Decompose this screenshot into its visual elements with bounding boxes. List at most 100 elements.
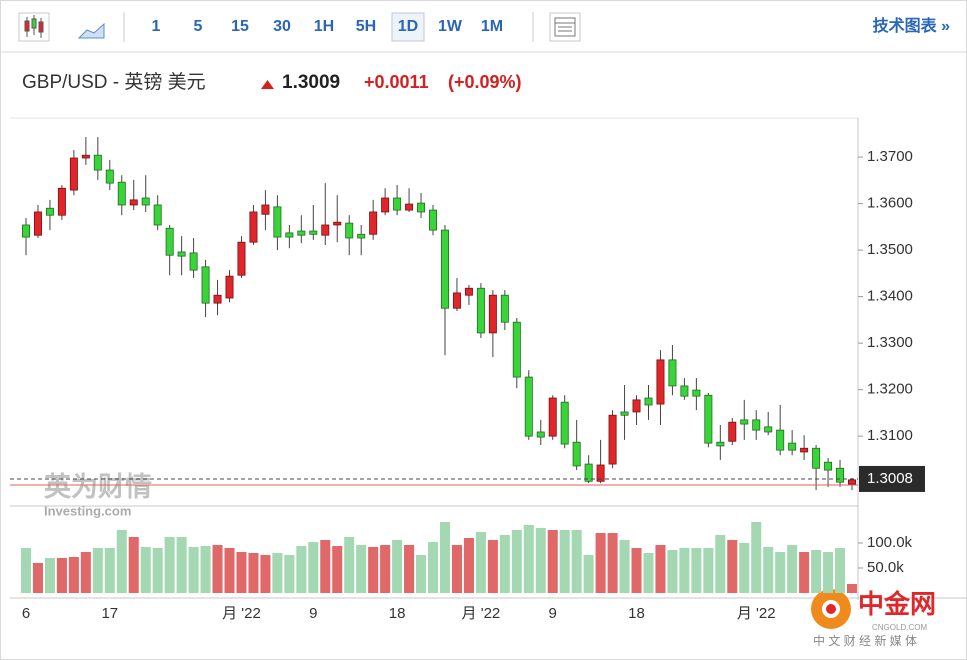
candle-body — [476, 287, 485, 334]
candle-body — [824, 461, 833, 471]
interval-button[interactable]: 1M — [481, 18, 503, 35]
interval-button[interactable]: 30 — [273, 18, 291, 35]
candle-body — [752, 419, 761, 431]
candle-body — [524, 376, 533, 437]
volume-bar — [356, 545, 367, 593]
interval-button[interactable]: 1D — [398, 18, 418, 35]
candle-body — [560, 401, 569, 445]
volume-bar — [835, 548, 846, 593]
technical-chart-link[interactable]: 技术图表 » — [873, 16, 950, 35]
candle-body — [309, 230, 318, 235]
candle-body — [357, 233, 366, 239]
y-tick-label: 1.3700 — [867, 148, 913, 165]
brand-en-watermark: Investing.com — [44, 503, 131, 518]
candle-body — [464, 287, 473, 296]
interval-button[interactable]: 1W — [438, 18, 463, 35]
x-tick-label: 18 — [628, 605, 645, 622]
candle-body — [285, 232, 294, 238]
candle-body — [117, 181, 126, 206]
candle-body — [572, 441, 581, 467]
candle-body — [93, 154, 102, 171]
y2-tick-label: 50.0k — [867, 559, 904, 576]
x-tick-label: 17 — [101, 605, 118, 622]
candle-body — [57, 187, 66, 216]
volume-bar — [152, 548, 163, 593]
volume-bar — [368, 547, 379, 593]
volume-bar — [212, 545, 223, 593]
x-tick-label: 月 '22 — [222, 605, 261, 622]
volume-bar — [547, 530, 558, 593]
candle-icon[interactable] — [18, 12, 50, 42]
interval-button[interactable]: 5H — [356, 18, 376, 35]
volume-bar — [463, 538, 474, 593]
volume-bar — [607, 533, 618, 593]
volume-bar — [487, 540, 498, 593]
volume-bar — [571, 530, 582, 593]
candle-body — [848, 479, 856, 485]
x-tick-label: 18 — [389, 605, 406, 622]
candle-body — [668, 359, 677, 387]
volume-bar — [308, 542, 319, 593]
candle-body — [692, 389, 701, 397]
interval-button[interactable]: 1H — [314, 18, 334, 35]
site-logo — [811, 589, 851, 629]
candle-body — [800, 447, 809, 453]
candle-body — [369, 211, 378, 235]
y-tick-label: 1.3100 — [867, 427, 913, 444]
candle-body — [620, 411, 629, 416]
candle-body — [69, 157, 78, 191]
volume-bar — [667, 550, 678, 593]
layout-icon[interactable] — [549, 12, 581, 42]
candle-body — [488, 294, 497, 334]
candle-body — [608, 414, 617, 465]
candle-body — [548, 397, 557, 437]
volume-bar — [679, 548, 690, 593]
candle-body — [237, 241, 246, 276]
y-tick-label: 1.3300 — [867, 334, 913, 351]
y-tick-label: 1.3500 — [867, 241, 913, 258]
interval-button[interactable]: 1 — [152, 18, 161, 35]
volume-bar — [511, 530, 522, 593]
brand-watermark: 英为财情 — [44, 472, 152, 502]
volume-bar — [427, 542, 439, 593]
price-label: 1.3008 — [867, 470, 913, 487]
candle-body — [45, 207, 54, 216]
y-tick-label: 1.3200 — [867, 381, 913, 398]
volume-bar — [392, 540, 403, 593]
volume-bar — [727, 540, 738, 593]
volume-bar — [32, 563, 43, 593]
volume-bar — [296, 546, 307, 593]
volume-bar — [559, 530, 570, 593]
volume-bar — [751, 522, 762, 593]
candle-body — [405, 203, 414, 211]
candle-body — [33, 211, 42, 236]
symbol: GBP/USD - 英镑 美元 — [22, 71, 206, 93]
candle-body — [22, 224, 30, 238]
volume-bar — [260, 555, 271, 593]
volume-bar — [164, 537, 175, 593]
candle-body — [249, 211, 258, 243]
volume-bar — [68, 557, 79, 593]
volume-bar — [92, 548, 103, 593]
volume-bar — [380, 545, 391, 593]
candle-body — [776, 429, 785, 451]
candle-body — [393, 197, 402, 211]
y-tick-label: 1.3600 — [867, 195, 913, 212]
candle-body — [261, 204, 270, 215]
candle-body — [273, 206, 282, 238]
change-percent: (+0.09%) — [448, 72, 522, 92]
interval-button[interactable]: 5 — [194, 18, 203, 35]
interval-button[interactable]: 15 — [231, 18, 249, 35]
volume-bar — [236, 552, 247, 593]
area-icon[interactable] — [77, 22, 105, 39]
candle-body — [105, 169, 114, 184]
volume-bar — [248, 553, 259, 593]
last-price: 1.3009 — [282, 72, 340, 93]
candle-body — [584, 463, 593, 482]
volume-bar — [595, 533, 606, 593]
x-tick-label: 月 '22 — [737, 605, 776, 622]
candle-body — [512, 321, 521, 378]
volume-bar — [320, 540, 331, 593]
x-tick-label: 9 — [309, 605, 317, 622]
